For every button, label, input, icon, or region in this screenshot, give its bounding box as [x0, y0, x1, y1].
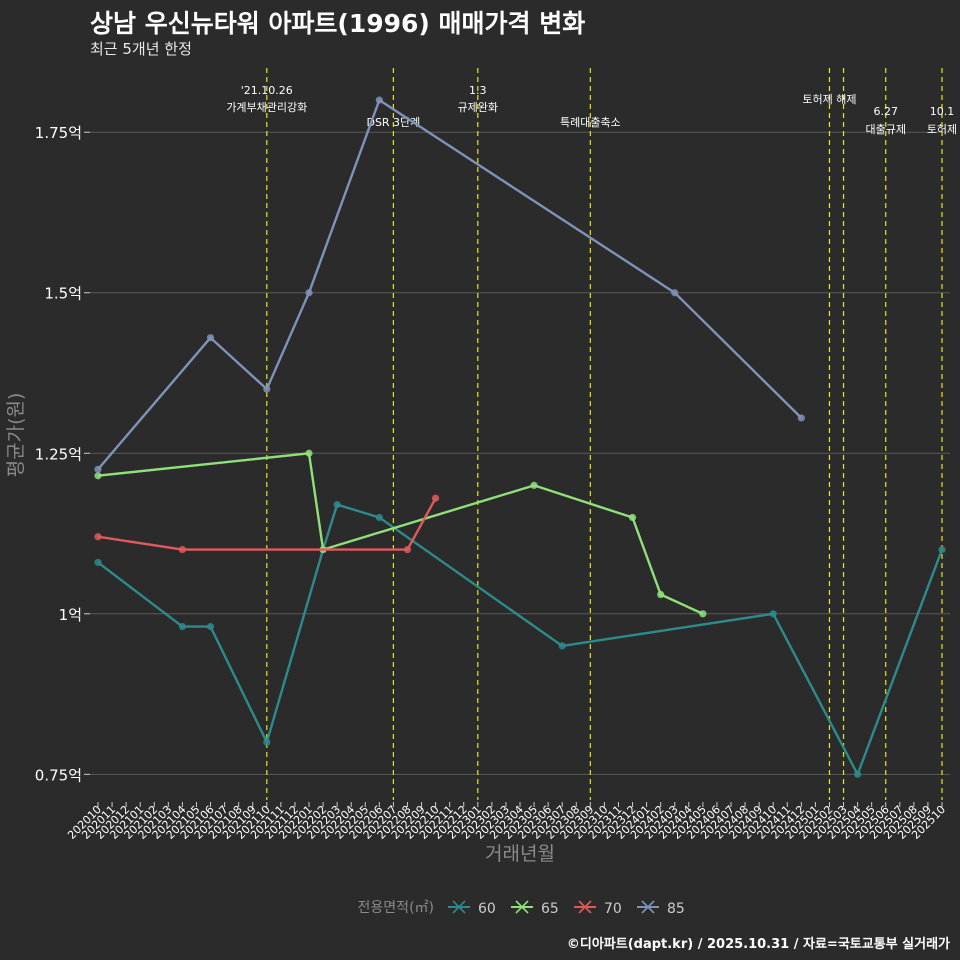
data-point-60 — [333, 501, 341, 509]
legend-swatch-mark — [515, 900, 529, 914]
data-point-60 — [769, 610, 777, 618]
data-point-85 — [263, 385, 271, 393]
data-point-60 — [94, 558, 102, 567]
legend-swatch-mark — [452, 900, 466, 914]
y-tick-label: 1.5억 — [44, 285, 82, 303]
data-point-60 — [178, 623, 186, 631]
event-annotation: '21.10.26 — [241, 84, 293, 97]
legend-label: 70 — [604, 901, 622, 917]
data-point-70 — [178, 545, 186, 554]
chart-subtitle: 최근 5개년 한정 — [90, 40, 192, 58]
legend-swatch-mark — [641, 900, 655, 914]
event-annotation: 1.3 — [469, 84, 487, 97]
legend-title: 전용면적(㎡) — [358, 900, 434, 916]
data-point-60 — [375, 513, 383, 522]
data-point-65 — [657, 590, 665, 599]
data-point-70 — [403, 545, 412, 554]
event-annotation: 규제완화 — [458, 101, 498, 114]
data-point-65 — [94, 472, 102, 480]
y-axis-label: 평균가(원) — [5, 393, 27, 478]
data-point-60 — [938, 545, 946, 554]
series-line-60 — [97, 503, 944, 776]
data-point-70 — [432, 494, 440, 502]
event-annotation: 6.27 — [873, 105, 898, 118]
legend-label: 60 — [478, 901, 496, 917]
data-point-60 — [854, 770, 862, 778]
chart-title: 상남 우신뉴타워 아파트(1996) 매매가격 변화 — [90, 9, 586, 38]
data-point-65 — [530, 481, 538, 489]
y-tick-label: 1.25억 — [35, 445, 82, 463]
y-tick-label: 1억 — [59, 606, 82, 624]
data-point-85 — [305, 289, 313, 297]
data-point-65 — [305, 449, 313, 457]
event-annotation: 특례대출축소 — [560, 116, 621, 129]
event-annotation: 가계부채관리강화 — [226, 101, 307, 114]
data-point-65 — [628, 513, 637, 522]
legend-swatch-mark — [578, 900, 592, 914]
event-annotation: 토허제 — [927, 123, 957, 136]
y-tick-label: 0.75억 — [35, 766, 82, 784]
data-point-65 — [699, 610, 707, 618]
data-point-60 — [558, 642, 566, 650]
event-annotation: 대출규제 — [865, 123, 905, 136]
y-tick-label: 1.75억 — [35, 124, 82, 142]
x-axis-label: 거래년월 — [485, 843, 555, 865]
series-line-85 — [97, 98, 803, 471]
data-point-60 — [263, 738, 271, 746]
data-point-85 — [671, 289, 679, 297]
series-line-70 — [97, 497, 437, 551]
legend-label: 85 — [667, 901, 685, 917]
event-annotation: 토허제 해제 — [802, 92, 856, 106]
data-point-70 — [94, 533, 102, 541]
data-point-85 — [94, 465, 102, 473]
event-annotation: 10.1 — [930, 105, 955, 118]
data-point-60 — [206, 623, 215, 631]
data-point-85 — [797, 414, 805, 422]
legend-label: 65 — [541, 901, 559, 917]
source-caption: ©디아파트(dapt.kr) / 2025.10.31 / 자료=국토교통부 실… — [566, 937, 950, 952]
data-point-85 — [206, 334, 215, 342]
data-point-85 — [375, 96, 383, 104]
